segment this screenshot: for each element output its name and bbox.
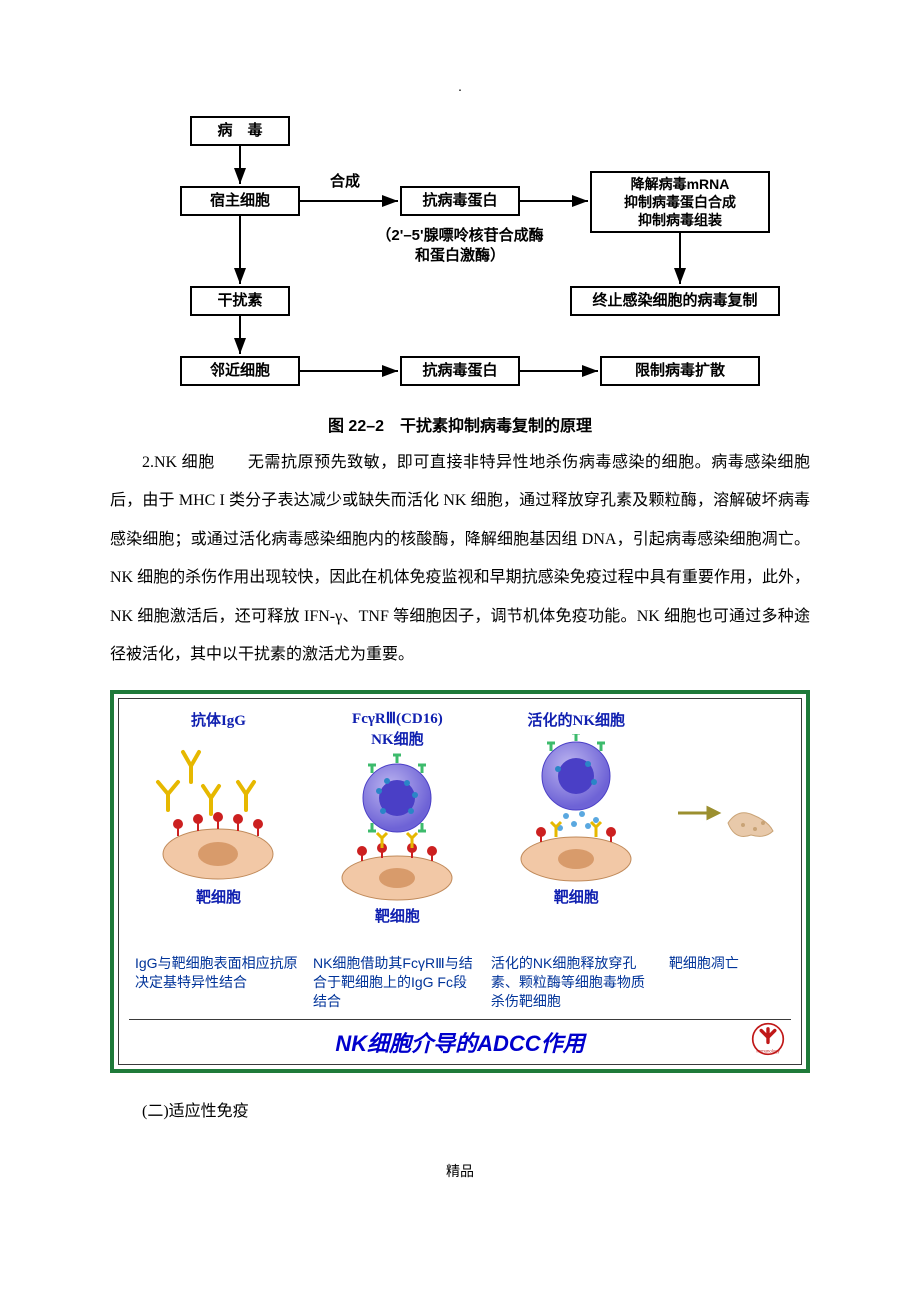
flowchart-figure: 病 毒 宿主细胞 干扰素 邻近细胞 抗病毒蛋白 抗病毒蛋白 降解病毒mRNA 抑… [140,116,780,406]
svg-text:Immunology: Immunology [756,1049,780,1054]
adcc-cell-label-0: 靶细胞 [129,886,308,907]
flowchart-caption: 图 22–2 干扰素抑制病毒复制的原理 [110,412,810,436]
adcc-svg-3 [673,713,783,863]
adcc-panel-1: FcγRⅢ(CD16) NK细胞 [308,709,487,926]
adcc-panel-2: 活化的NK细胞 [487,709,666,907]
adcc-panel-3 [666,709,791,865]
box-antiviral2: 抗病毒蛋白 [400,356,520,386]
paragraph-nk: 2.NK 细胞 无需抗原预先致敏，即可直接非特异性地杀伤病毒感染的细胞。病毒感染… [110,444,810,674]
footer-text: 精品 [110,1161,810,1181]
adcc-panel-0: 抗体IgG [129,709,308,907]
adcc-head-0: 抗体IgG [129,709,308,730]
section-adaptive-immunity: (二)适应性免疫 [110,1097,810,1121]
logo-icon: Immunology [751,1022,785,1056]
label-synth: 合成 [320,172,370,192]
adcc-head-2: 活化的NK细胞 [487,709,666,730]
box-ifn: 干扰素 [190,286,290,316]
adcc-title-bar: NK细胞介导的ADCC作用 Immunology [129,1019,791,1058]
top-dot: . [110,80,810,96]
box-antiviral1: 抗病毒蛋白 [400,186,520,216]
box-limit: 限制病毒扩散 [600,356,760,386]
adcc-caption-2: 活化的NK细胞释放穿孔素、颗粒酶等细胞毒物质杀伤靶细胞 [485,954,663,1011]
box-virus: 病 毒 [190,116,290,146]
adcc-svg-2 [496,734,656,884]
adcc-inner: 抗体IgG [118,698,802,1065]
box-host: 宿主细胞 [180,186,300,216]
adcc-header-row: 抗体IgG [129,709,791,926]
adcc-caption-1: NK细胞借助其FcγRⅢ与结合于靶细胞上的IgG Fc段结合 [307,954,485,1011]
document-page: . 病 毒 宿主细胞 干扰素 [0,0,920,1221]
adcc-caption-0: IgG与靶细胞表面相应抗原决定基特异性结合 [129,954,307,1011]
para-lead: 2.NK 细胞 [142,454,215,471]
adcc-svg-1 [317,753,477,903]
adcc-caption-row: IgG与靶细胞表面相应抗原决定基特异性结合 NK细胞借助其FcγRⅢ与结合于靶细… [129,954,791,1011]
adcc-cell-label-1: 靶细胞 [308,905,487,926]
box-neighbor: 邻近细胞 [180,356,300,386]
adcc-head-1: FcγRⅢ(CD16) NK细胞 [308,709,487,749]
label-enzymes: （2'–5'腺嘌呤核苷合成酶 和蛋白激酶） [340,226,580,265]
adcc-caption-3: 靶细胞凋亡 [663,954,791,1011]
adcc-figure: 抗体IgG [110,690,810,1073]
box-terminate: 终止感染细胞的病毒复制 [570,286,780,316]
adcc-cell-label-2: 靶细胞 [487,886,666,907]
adcc-svg-0 [143,734,293,884]
adcc-title: NK细胞介导的ADCC作用 [335,1031,584,1056]
box-effects: 降解病毒mRNA 抑制病毒蛋白合成 抑制病毒组装 [590,171,770,233]
para-body: 无需抗原预先致敏，即可直接非特异性地杀伤病毒感染的细胞。病毒感染细胞后，由于 M… [110,454,810,663]
